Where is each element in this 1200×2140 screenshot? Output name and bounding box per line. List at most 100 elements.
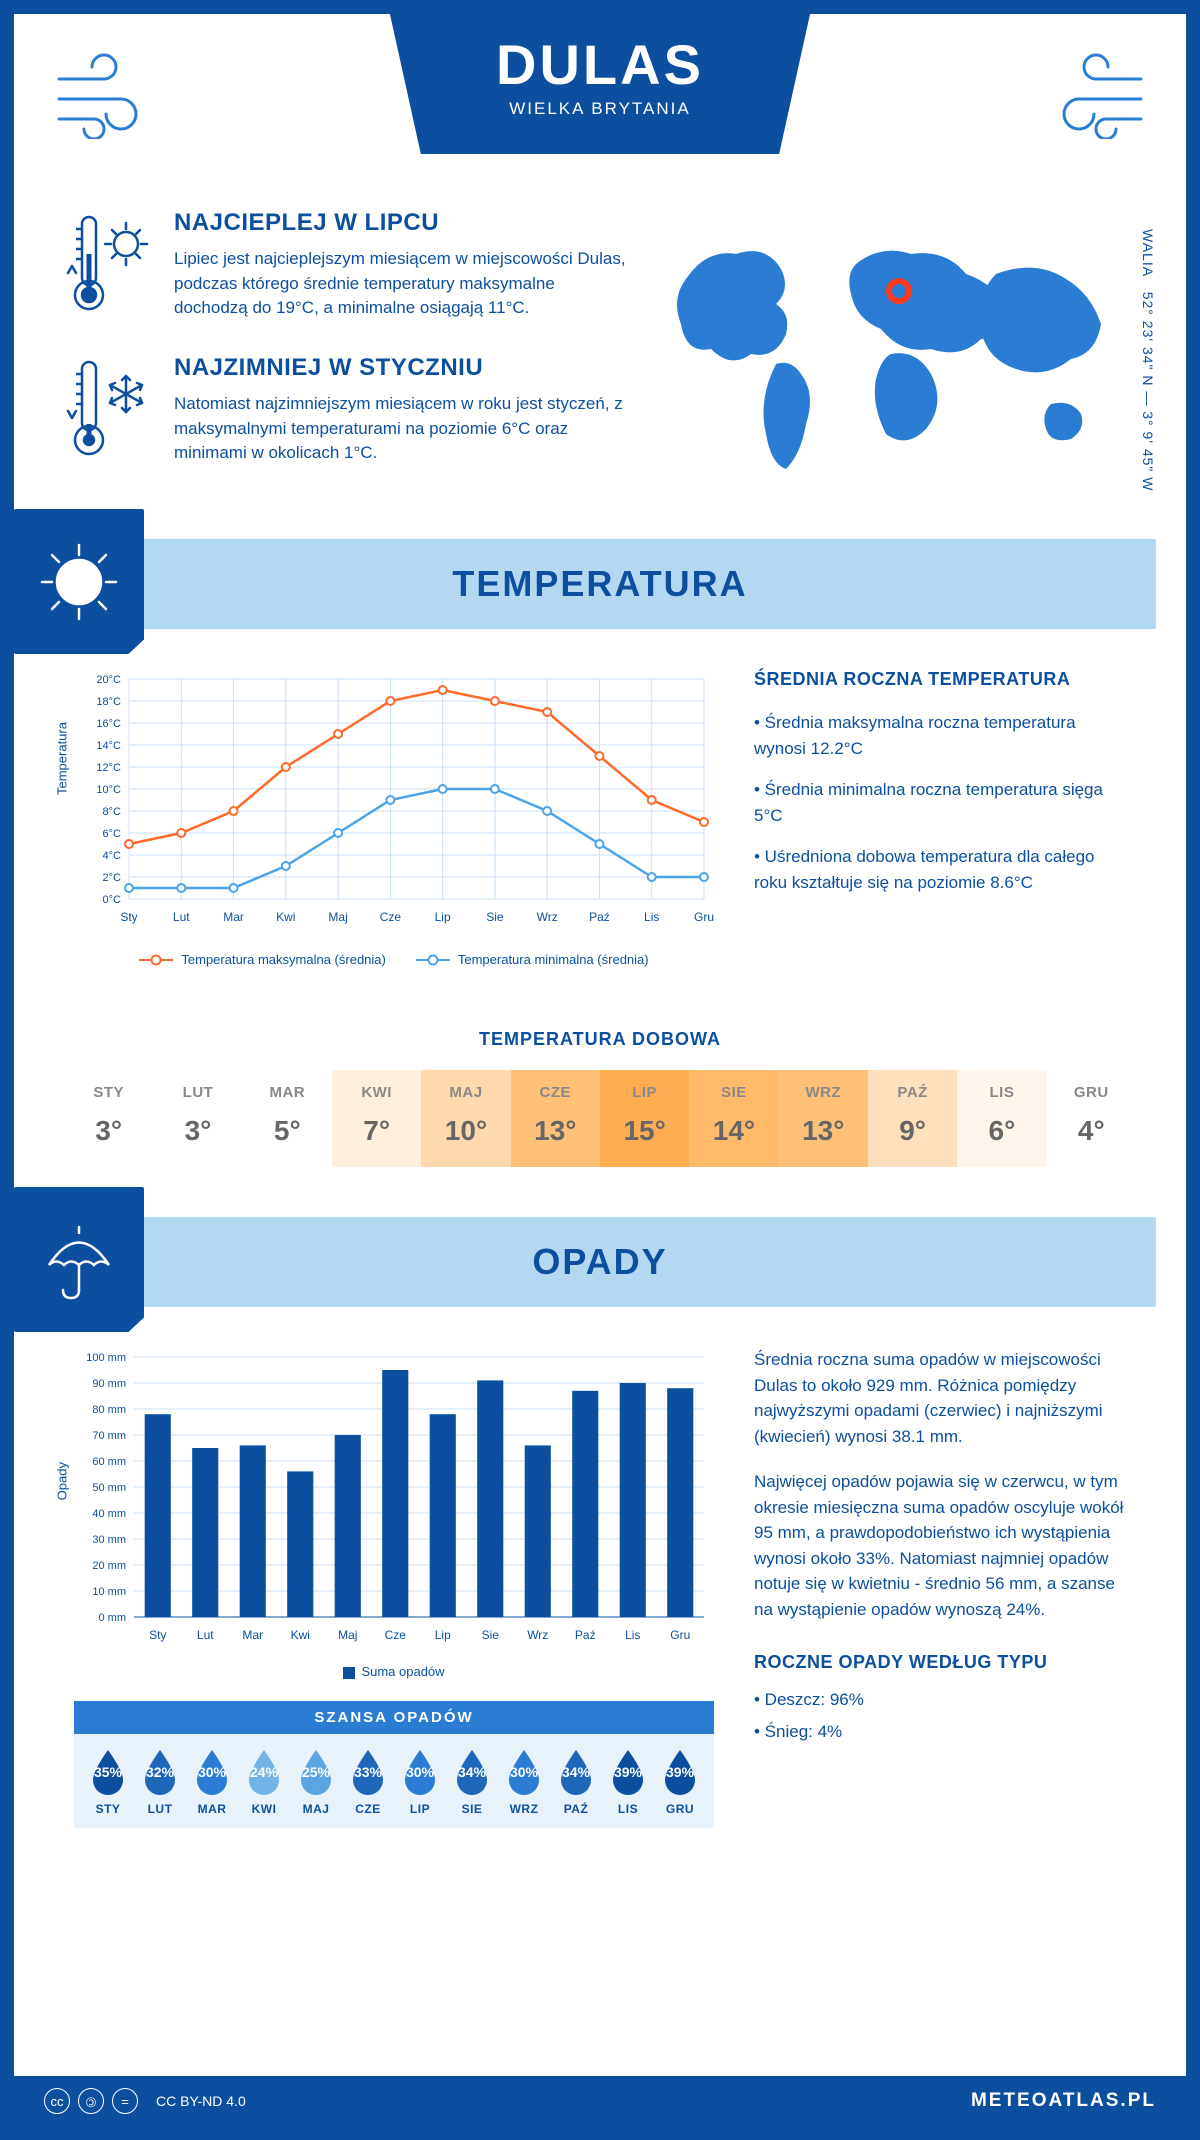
svg-text:Maj: Maj: [328, 910, 347, 924]
svg-text:80 mm: 80 mm: [92, 1404, 126, 1416]
daily-temp-title: TEMPERATURA DOBOWA: [14, 1029, 1186, 1050]
svg-text:10 mm: 10 mm: [92, 1586, 126, 1598]
svg-text:Lut: Lut: [173, 910, 190, 924]
svg-text:Gru: Gru: [670, 1628, 690, 1642]
precipitation-title: OPADY: [532, 1241, 667, 1283]
precip-type: • Deszcz: 96%: [754, 1687, 1126, 1713]
intro-section: NAJCIEPLEJ W LIPCU Lipiec jest najcieple…: [14, 184, 1186, 539]
svg-text:10°C: 10°C: [96, 784, 121, 796]
chance-cell: 30%MAR: [186, 1748, 238, 1816]
umbrella-corner-icon: [14, 1187, 144, 1332]
svg-text:70 mm: 70 mm: [92, 1430, 126, 1442]
svg-text:90 mm: 90 mm: [92, 1378, 126, 1390]
svg-text:0°C: 0°C: [103, 894, 122, 906]
chance-cell: 34%PAŹ: [550, 1748, 602, 1816]
chance-cell: 33%CZE: [342, 1748, 394, 1816]
footer: cc 🄯 = CC BY-ND 4.0 METEOATLAS.PL: [14, 2076, 1186, 2126]
temperature-summary: ŚREDNIA ROCZNA TEMPERATURA • Średnia mak…: [754, 669, 1126, 979]
svg-text:Sty: Sty: [149, 1628, 166, 1642]
svg-text:Sty: Sty: [120, 910, 137, 924]
warmest-title: NAJCIEPLEJ W LIPCU: [174, 209, 626, 237]
license-block: cc 🄯 = CC BY-ND 4.0: [44, 2088, 246, 2114]
daily-cell: STY3°: [64, 1070, 153, 1167]
svg-text:20°C: 20°C: [96, 674, 121, 686]
wind-icon: [54, 49, 154, 161]
header: DULAS WIELKA BRYTANIA: [14, 14, 1186, 184]
svg-text:Lip: Lip: [435, 910, 451, 924]
coldest-block: NAJZIMNIEJ W STYCZNIU Natomiast najzimni…: [64, 354, 626, 469]
daily-cell: GRU4°: [1047, 1070, 1136, 1167]
chance-cell: 39%GRU: [654, 1748, 706, 1816]
temperature-title: TEMPERATURA: [452, 563, 747, 605]
y-axis-label: Temperatura: [55, 722, 70, 795]
chance-cell: 24%KWI: [238, 1748, 290, 1816]
daily-cell: LIP15°: [600, 1070, 689, 1167]
temperature-chart: Temperatura 0°C2°C4°C6°C8°C10°C12°C14°C1…: [74, 669, 714, 979]
chance-cell: 30%LIP: [394, 1748, 446, 1816]
coldest-title: NAJZIMNIEJ W STYCZNIU: [174, 354, 626, 382]
world-map: [656, 209, 1136, 489]
temp-bullet: • Średnia minimalna roczna temperatura s…: [754, 777, 1126, 828]
coldest-text: Natomiast najzimniejszym miesiącem w rok…: [174, 392, 626, 466]
svg-text:14°C: 14°C: [96, 740, 121, 752]
chance-cell: 32%LUT: [134, 1748, 186, 1816]
precipitation-band: OPADY: [44, 1217, 1156, 1307]
daily-temp-table: STY3°LUT3°MAR5°KWI7°MAJ10°CZE13°LIP15°SI…: [64, 1070, 1136, 1167]
chance-cell: 25%MAJ: [290, 1748, 342, 1816]
warmest-text: Lipiec jest najcieplejszym miesiącem w m…: [174, 247, 626, 321]
svg-text:Wrz: Wrz: [527, 1628, 548, 1642]
svg-text:Lut: Lut: [197, 1628, 214, 1642]
thermometer-snow-icon: [64, 354, 154, 469]
map-block: WALIA 52° 23' 34" N — 3° 9' 45" W: [656, 209, 1136, 499]
svg-text:Mar: Mar: [242, 1628, 263, 1642]
svg-text:Kwi: Kwi: [291, 1628, 310, 1642]
chance-cell: 39%LIS: [602, 1748, 654, 1816]
temp-bullet: • Uśredniona dobowa temperatura dla całe…: [754, 844, 1126, 895]
svg-text:8°C: 8°C: [103, 806, 122, 818]
temperature-band: TEMPERATURA: [44, 539, 1156, 629]
temp-bullet: • Średnia maksymalna roczna temperatura …: [754, 710, 1126, 761]
daily-cell: CZE13°: [511, 1070, 600, 1167]
svg-text:18°C: 18°C: [96, 696, 121, 708]
svg-text:Cze: Cze: [380, 910, 402, 924]
svg-text:Mar: Mar: [223, 910, 244, 924]
svg-text:50 mm: 50 mm: [92, 1482, 126, 1494]
svg-text:4°C: 4°C: [103, 850, 122, 862]
svg-text:Sie: Sie: [486, 910, 504, 924]
svg-text:Cze: Cze: [385, 1628, 407, 1642]
sun-corner-icon: [14, 509, 144, 654]
svg-text:20 mm: 20 mm: [92, 1560, 126, 1572]
svg-text:Lis: Lis: [625, 1628, 640, 1642]
daily-cell: LUT3°: [153, 1070, 242, 1167]
warmest-block: NAJCIEPLEJ W LIPCU Lipiec jest najcieple…: [64, 209, 626, 324]
svg-text:12°C: 12°C: [96, 762, 121, 774]
precipitation-summary: Średnia roczna suma opadów w miejscowośc…: [754, 1347, 1126, 1828]
daily-cell: PAŹ9°: [868, 1070, 957, 1167]
license-text: CC BY-ND 4.0: [156, 2093, 246, 2109]
daily-cell: MAJ10°: [421, 1070, 510, 1167]
chance-row: 35%STY32%LUT30%MAR24%KWI25%MAJ33%CZE30%L…: [74, 1734, 714, 1828]
chance-cell: 35%STY: [82, 1748, 134, 1816]
svg-text:Kwi: Kwi: [276, 910, 295, 924]
by-icon: 🄯: [78, 2088, 104, 2114]
country-subtitle: WIELKA BRYTANIA: [496, 99, 704, 119]
svg-text:16°C: 16°C: [96, 718, 121, 730]
annual-temp-title: ŚREDNIA ROCZNA TEMPERATURA: [754, 669, 1126, 690]
svg-text:0 mm: 0 mm: [99, 1612, 127, 1624]
site-name: METEOATLAS.PL: [971, 2090, 1156, 2112]
nd-icon: =: [112, 2088, 138, 2114]
cc-icon: cc: [44, 2088, 70, 2114]
svg-text:Maj: Maj: [338, 1628, 357, 1642]
svg-text:6°C: 6°C: [103, 828, 122, 840]
daily-cell: KWI7°: [332, 1070, 421, 1167]
precip-para-1: Średnia roczna suma opadów w miejscowośc…: [754, 1347, 1126, 1449]
svg-text:Paź: Paź: [575, 1628, 596, 1642]
precip-types-title: ROCZNE OPADY WEDŁUG TYPU: [754, 1652, 1126, 1673]
wind-icon: [1046, 49, 1146, 161]
infographic-frame: DULAS WIELKA BRYTANIA NAJCIEPLEJ W LIPCU…: [0, 0, 1200, 2140]
chance-cell: 34%SIE: [446, 1748, 498, 1816]
precip-type: • Śnieg: 4%: [754, 1719, 1126, 1745]
svg-text:2°C: 2°C: [103, 872, 122, 884]
chance-title: SZANSA OPADÓW: [74, 1701, 714, 1734]
svg-text:100 mm: 100 mm: [86, 1352, 126, 1364]
